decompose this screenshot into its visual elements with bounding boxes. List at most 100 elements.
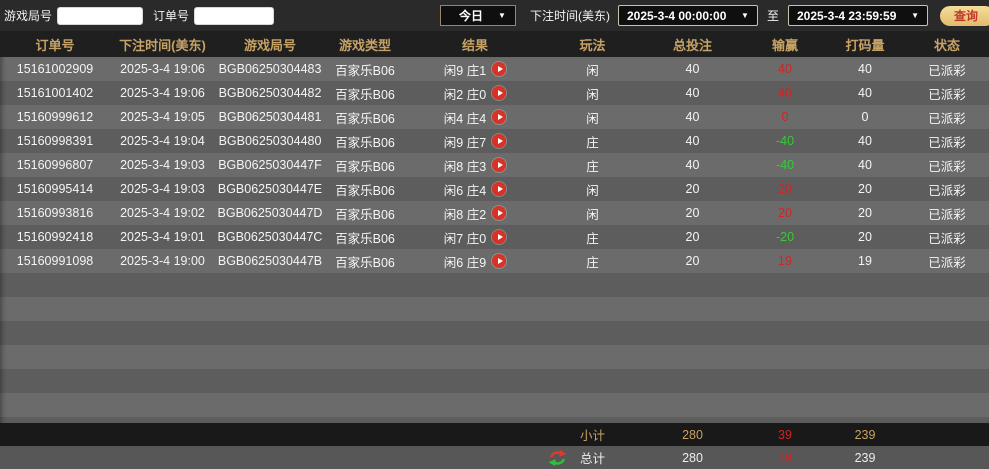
header-bet-time: 下注时间(美东) xyxy=(119,37,206,53)
header-round-id: 游戏局号 xyxy=(243,37,296,53)
total-bet-cell: 40 xyxy=(685,134,700,148)
subtotal-total-bet: 280 xyxy=(682,427,703,442)
game-round-label: 游戏局号 xyxy=(4,9,53,23)
order-id-cell: 15160996807 xyxy=(16,158,94,172)
round-id-cell: BGB06250304481 xyxy=(218,110,322,124)
bet-time-cell: 2025-3-4 19:06 xyxy=(120,62,205,76)
header-order-id: 订单号 xyxy=(35,37,75,53)
header-game-type: 游戏类型 xyxy=(338,37,391,53)
table-row: 15160993816 2025-3-4 19:02 BGB0625030447… xyxy=(0,201,989,225)
play-cell: 庄 xyxy=(586,135,599,150)
bet-time-cell: 2025-3-4 19:02 xyxy=(120,206,205,220)
order-id-cell: 15160992418 xyxy=(16,230,94,244)
start-time-dropdown[interactable]: 2025-3-4 00:00:00 ▼ xyxy=(617,5,758,26)
play-triangle xyxy=(497,138,503,144)
round-id-cell: BGB0625030447B xyxy=(217,254,323,268)
game-round-input[interactable] xyxy=(57,6,144,25)
result-cell: 闲4 庄4 xyxy=(405,105,545,129)
query-button[interactable]: 查询 xyxy=(939,5,989,26)
status-cell: 已派彩 xyxy=(928,159,966,174)
header-turnover: 打码量 xyxy=(845,37,885,53)
today-dropdown[interactable]: 今日 ▼ xyxy=(439,5,516,26)
play-result-icon[interactable] xyxy=(492,62,507,76)
bet-time-cell: 2025-3-4 19:04 xyxy=(120,134,205,148)
result-value: 闲9 庄1 xyxy=(443,63,487,78)
game-type-cell: 百家乐B06 xyxy=(335,207,395,222)
refresh-icon[interactable] xyxy=(548,449,567,466)
game-type-cell: 百家乐B06 xyxy=(335,255,395,270)
end-time-dropdown[interactable]: 2025-3-4 23:59:59 ▼ xyxy=(787,5,928,26)
game-type-cell: 百家乐B06 xyxy=(335,87,395,102)
play-result-icon[interactable] xyxy=(492,206,507,220)
result-value: 闲6 庄4 xyxy=(443,183,487,198)
play-cell: 闲 xyxy=(586,207,599,222)
result-value: 闲8 庄2 xyxy=(443,207,487,222)
play-result-icon[interactable] xyxy=(492,110,507,124)
table-row: 15160991098 2025-3-4 19:00 BGB0625030447… xyxy=(0,249,989,273)
order-no-input[interactable] xyxy=(194,6,275,25)
game-type-cell: 百家乐B06 xyxy=(335,159,395,174)
play-result-icon[interactable] xyxy=(492,182,507,196)
result-value: 闲2 庄0 xyxy=(443,87,487,102)
table-row: 15161001402 2025-3-4 19:06 BGB0625030448… xyxy=(0,81,989,105)
chevron-down-icon: ▼ xyxy=(498,11,506,20)
subtotal-turnover: 239 xyxy=(854,427,876,442)
filter-bar: 游戏局号 订单号 今日 ▼ 下注时间(美东) 2025-3-4 00:00:00… xyxy=(0,0,989,31)
order-id-cell: 15160995414 xyxy=(16,182,94,196)
header-play: 玩法 xyxy=(579,37,606,53)
play-result-icon[interactable] xyxy=(492,86,507,100)
play-triangle xyxy=(497,210,503,216)
turnover-cell: 0 xyxy=(861,110,869,124)
play-cell: 闲 xyxy=(586,87,599,102)
round-id-cell: BGB06250304480 xyxy=(218,134,322,148)
play-triangle xyxy=(497,186,503,192)
today-dropdown-value: 今日 xyxy=(458,9,483,23)
bet-time-cell: 2025-3-4 19:06 xyxy=(120,86,205,100)
table-row: 15160995414 2025-3-4 19:03 BGB0625030447… xyxy=(0,177,989,201)
grand-total-label-cell: 总计 xyxy=(545,446,640,469)
result-value: 闲9 庄7 xyxy=(443,135,487,150)
to-label: 至 xyxy=(766,9,779,23)
table-body: 15161002909 2025-3-4 19:06 BGB0625030448… xyxy=(0,57,989,423)
bet-time-cell: 2025-3-4 19:03 xyxy=(120,182,205,196)
play-result-icon[interactable] xyxy=(492,134,507,148)
round-id-cell: BGB0625030447F xyxy=(218,158,322,172)
turnover-cell: 20 xyxy=(858,230,872,244)
status-cell: 已派彩 xyxy=(928,135,966,150)
table-row: 15160998391 2025-3-4 19:04 BGB0625030448… xyxy=(0,129,989,153)
play-triangle xyxy=(497,114,503,120)
result-cell: 闲6 庄9 xyxy=(405,249,545,273)
bet-time-cell: 2025-3-4 19:03 xyxy=(120,158,205,172)
play-result-icon[interactable] xyxy=(492,230,507,244)
win-loss-cell win-loss-value: -20 xyxy=(775,230,795,244)
total-bet-cell: 40 xyxy=(685,110,700,124)
start-time-value: 2025-3-4 00:00:00 xyxy=(626,8,727,23)
play-result-icon[interactable] xyxy=(492,158,507,172)
turnover-cell: 20 xyxy=(858,206,872,220)
order-id-cell: 15160998391 xyxy=(16,134,94,148)
header-win-loss: 输赢 xyxy=(771,37,798,53)
header-status: 状态 xyxy=(933,37,960,53)
order-id-cell: 15160993816 xyxy=(16,206,94,220)
subtotal-label: 小计 xyxy=(579,429,605,443)
play-cell: 闲 xyxy=(586,111,599,126)
result-value: 闲7 庄0 xyxy=(443,231,487,246)
result-cell: 闲8 庄2 xyxy=(405,201,545,225)
grand-total-turnover: 239 xyxy=(854,450,876,465)
order-no-label: 订单号 xyxy=(153,9,190,23)
status-cell: 已派彩 xyxy=(928,87,966,102)
status-cell: 已派彩 xyxy=(928,207,966,222)
win-loss-cell win-loss-value: 40 xyxy=(778,86,792,100)
play-result-icon[interactable] xyxy=(492,254,507,268)
bet-time-cell: 2025-3-4 19:00 xyxy=(120,254,205,268)
result-cell: 闲6 庄4 xyxy=(405,177,545,201)
turnover-cell: 40 xyxy=(858,158,872,172)
result-value: 闲8 庄3 xyxy=(443,159,487,174)
game-type-cell: 百家乐B06 xyxy=(335,135,395,150)
round-id-cell: BGB0625030447E xyxy=(217,182,323,196)
subtotal-win-loss: 39 xyxy=(778,427,792,442)
total-bet-cell: 40 xyxy=(685,62,700,76)
bet-time-label: 下注时间(美东) xyxy=(529,9,610,23)
win-loss-cell win-loss-value: 20 xyxy=(778,206,792,220)
